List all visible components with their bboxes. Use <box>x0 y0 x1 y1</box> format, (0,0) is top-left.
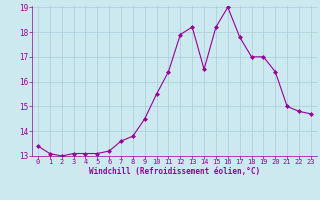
X-axis label: Windchill (Refroidissement éolien,°C): Windchill (Refroidissement éolien,°C) <box>89 167 260 176</box>
